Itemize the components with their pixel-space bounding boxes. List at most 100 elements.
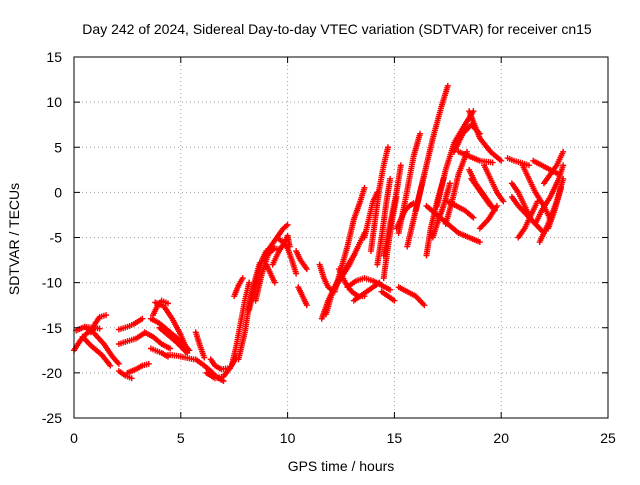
y-tick-label: -25 <box>42 410 62 426</box>
data-point <box>103 312 110 319</box>
data-point <box>560 162 567 169</box>
data-point <box>470 214 477 221</box>
data-point <box>167 345 174 352</box>
data-point <box>555 171 562 178</box>
series-arc-65 <box>508 180 535 223</box>
series-arc-49 <box>412 82 451 214</box>
x-tick-label: 5 <box>177 430 185 446</box>
series-arc-47 <box>395 130 424 236</box>
data-point <box>107 362 114 369</box>
data-point <box>128 375 135 382</box>
tick-layer: 0 5 10 15 20 25 -25 -20 -15 -10 -5 0 5 10 15 <box>42 49 616 446</box>
marker-layer <box>71 82 567 384</box>
series-arc-58 <box>455 148 496 166</box>
series-arc-29 <box>263 261 278 286</box>
data-point <box>489 159 496 166</box>
y-tick-label: 10 <box>46 94 62 110</box>
x-tick-label: 10 <box>280 430 296 446</box>
data-point <box>115 360 122 367</box>
y-tick-label: -10 <box>42 275 62 291</box>
data-point <box>446 180 453 187</box>
series-arc-30 <box>293 248 310 273</box>
series-arc-10 <box>141 329 174 352</box>
data-point <box>293 270 300 277</box>
series-arc-63 <box>504 155 532 169</box>
data-point <box>500 198 507 205</box>
data-point <box>417 130 424 137</box>
x-tick-label: 15 <box>387 430 403 446</box>
series-arc-55 <box>423 202 483 246</box>
series-arc-28 <box>276 236 300 277</box>
y-tick-label: 15 <box>46 49 62 65</box>
data-point <box>271 279 278 286</box>
data-point <box>498 157 505 164</box>
data-point <box>361 184 368 191</box>
series-arc-71 <box>530 157 562 178</box>
data-point <box>201 354 208 361</box>
x-tick-label: 25 <box>600 430 616 446</box>
data-point <box>284 221 291 228</box>
series-arc-23 <box>231 275 246 300</box>
series-arc-57 <box>466 108 505 164</box>
x-axis-label: GPS time / hours <box>288 458 395 474</box>
series-arc-21 <box>229 279 253 367</box>
series-arc-20 <box>207 356 231 373</box>
data-point <box>493 202 500 209</box>
data-point <box>239 275 246 282</box>
x-tick-label: 0 <box>70 430 78 446</box>
data-point <box>421 302 428 309</box>
series-arc-32 <box>316 261 338 295</box>
series-arc-09 <box>124 360 152 376</box>
y-tick-label: -20 <box>42 365 62 381</box>
x-tick-label: 20 <box>493 430 509 446</box>
data-point <box>397 162 404 169</box>
series-arc-40 <box>367 144 391 255</box>
data-point <box>534 198 541 205</box>
data-point <box>476 239 483 246</box>
series-arc-38 <box>350 279 383 304</box>
series-arc-06 <box>115 315 146 333</box>
y-tick-label: 0 <box>54 184 62 200</box>
series-arc-72 <box>536 175 567 246</box>
data-point <box>560 175 567 182</box>
data-point <box>139 315 146 322</box>
data-point <box>303 302 310 309</box>
series-arc-18 <box>192 329 208 361</box>
series-arc-67 <box>515 198 541 241</box>
data-point <box>246 279 253 286</box>
series-arc-04 <box>79 333 114 369</box>
data-point <box>303 266 310 273</box>
data-point <box>560 148 567 155</box>
series-arc-34 <box>323 229 368 318</box>
data-point <box>384 144 391 151</box>
series-arc-44 <box>378 288 398 304</box>
series-arc-31 <box>295 284 310 309</box>
data-point <box>164 300 171 307</box>
y-tick-label: 5 <box>54 139 62 155</box>
series-arc-56 <box>444 198 477 221</box>
series-arc-68 <box>532 162 567 227</box>
y-tick-label: -15 <box>42 320 62 336</box>
y-tick-label: -5 <box>50 230 63 246</box>
series-arc-45 <box>395 284 428 309</box>
series-arc-43 <box>380 162 404 259</box>
data-point <box>224 365 231 372</box>
series-arc-05 <box>88 312 110 336</box>
data-point <box>444 82 451 89</box>
series-arc-62 <box>481 162 507 205</box>
chart-title: Day 242 of 2024, Sidereal Day-to-day VTE… <box>82 21 592 37</box>
series-arc-61 <box>476 202 500 232</box>
y-axis-label: SDTVAR / TECUs <box>6 183 22 295</box>
data-point <box>145 360 152 367</box>
series-arc-13 <box>152 299 191 354</box>
data-point <box>376 279 383 286</box>
data-point <box>387 286 394 293</box>
data-point <box>525 162 532 169</box>
data-point <box>387 175 394 182</box>
series-arc-14 <box>156 324 191 357</box>
data-point <box>391 297 398 304</box>
grid-layer <box>74 57 608 418</box>
data-point <box>96 325 103 332</box>
